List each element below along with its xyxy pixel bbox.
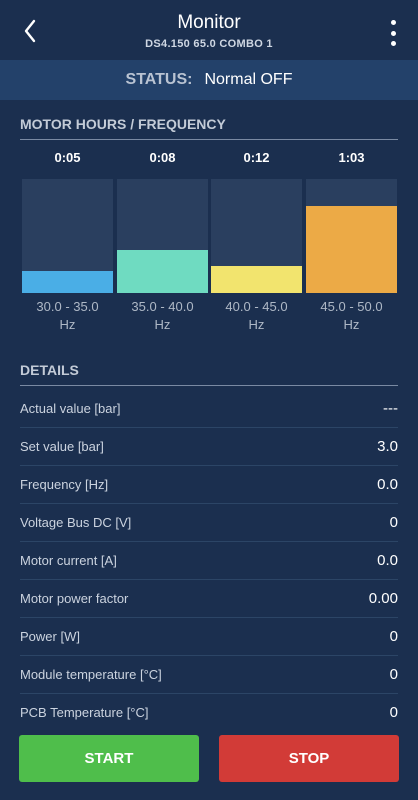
detail-row: Actual value [bar] --- (20, 390, 398, 428)
detail-label: Motor current [A] (20, 553, 117, 568)
status-value: Normal OFF (204, 71, 293, 88)
detail-row: Module temperature [°C] 0 (20, 656, 398, 694)
bar-time: 0:05 (54, 150, 81, 165)
detail-label: Voltage Bus DC [V] (20, 515, 132, 530)
detail-value: 0.0 (377, 476, 398, 493)
bar-range: 35.0 - 40.0 (131, 299, 194, 314)
page-title: Monitor (177, 12, 241, 33)
detail-value: --- (383, 400, 398, 417)
motor-hours-section-title: MOTOR HOURS / FREQUENCY (20, 116, 398, 140)
bar-fill (306, 206, 397, 293)
status-label: STATUS: (125, 71, 193, 88)
bar-time: 0:12 (243, 150, 270, 165)
bar-fill (211, 266, 302, 293)
bar-fill (22, 271, 113, 293)
details-section-title: DETAILS (20, 362, 398, 386)
detail-label: Frequency [Hz] (20, 477, 109, 492)
bar-track (306, 179, 397, 293)
bar-label: 40.0 - 45.0 Hz (211, 298, 302, 334)
bar-unit: Hz (59, 317, 76, 332)
detail-label: PCB Temperature [°C] (20, 705, 149, 720)
start-button[interactable]: START (19, 735, 199, 782)
detail-value: 0 (389, 704, 398, 721)
detail-label: Motor power factor (20, 591, 129, 606)
status-bar: STATUS: Normal OFF (0, 60, 418, 100)
detail-value: 0 (389, 666, 398, 683)
action-bar: START STOP (0, 720, 418, 800)
device-subtitle: DS4.150 65.0 COMBO 1 (145, 38, 273, 50)
detail-label: Actual value [bar] (20, 401, 121, 416)
detail-row: Motor power factor 0.00 (20, 580, 398, 618)
bar-range: 30.0 - 35.0 (36, 299, 99, 314)
chevron-left-icon (24, 19, 36, 43)
bar-track (211, 179, 302, 293)
detail-value: 0 (389, 628, 398, 645)
bar-track (117, 179, 208, 293)
bar-unit: Hz (343, 317, 360, 332)
bar-label: 30.0 - 35.0 Hz (22, 298, 113, 334)
stop-button[interactable]: STOP (219, 735, 399, 782)
detail-row: Power [W] 0 (20, 618, 398, 656)
bar-range: 45.0 - 50.0 (320, 299, 383, 314)
detail-label: Set value [bar] (20, 439, 104, 454)
bar-time: 0:08 (149, 150, 176, 165)
detail-label: Module temperature [°C] (20, 667, 162, 682)
bar-track (22, 179, 113, 293)
bar-unit: Hz (154, 317, 171, 332)
app-header: Monitor DS4.150 65.0 COMBO 1 (0, 0, 418, 60)
detail-value: 0.00 (368, 590, 398, 607)
bar-fill (117, 250, 208, 293)
detail-value: 3.0 (377, 438, 398, 455)
detail-row: Frequency [Hz] 0.0 (20, 466, 398, 504)
details-list: Actual value [bar] --- Set value [bar] 3… (20, 390, 398, 732)
bar-time: 1:03 (338, 150, 365, 165)
detail-value: 0.0 (377, 552, 398, 569)
more-vertical-icon (390, 20, 396, 25)
bar-label: 45.0 - 50.0 Hz (306, 298, 397, 334)
detail-row: Set value [bar] 3.0 (20, 428, 398, 466)
more-options-button[interactable] (388, 20, 398, 46)
back-button[interactable] (18, 16, 42, 46)
detail-row: Voltage Bus DC [V] 0 (20, 504, 398, 542)
bar-label: 35.0 - 40.0 Hz (117, 298, 208, 334)
detail-row: Motor current [A] 0.0 (20, 542, 398, 580)
detail-label: Power [W] (20, 629, 80, 644)
bar-unit: Hz (248, 317, 265, 332)
motor-hours-chart: 0:05 30.0 - 35.0 Hz 0:08 35.0 - 40.0 Hz … (22, 150, 398, 340)
detail-value: 0 (389, 514, 398, 531)
bar-range: 40.0 - 45.0 (225, 299, 288, 314)
